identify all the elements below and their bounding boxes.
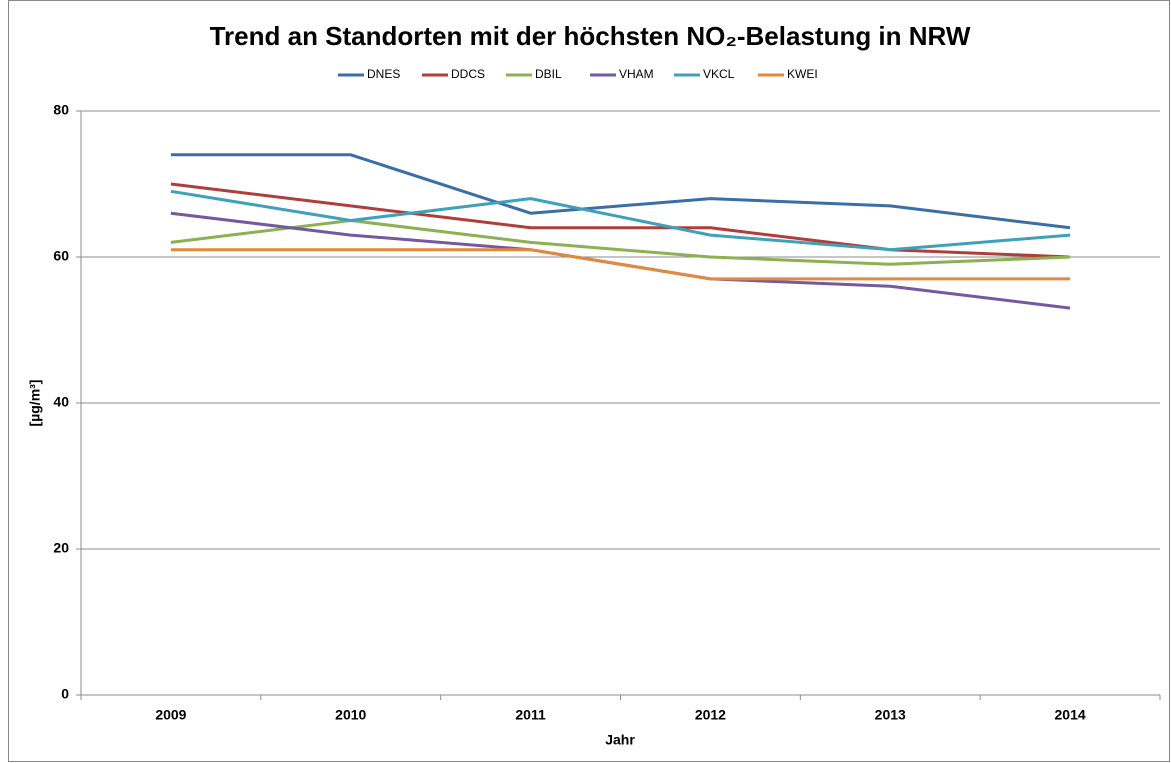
- x-axis-label: Jahr: [605, 732, 635, 748]
- legend-label: DBIL: [535, 67, 562, 81]
- y-tick-label: 80: [53, 102, 69, 118]
- series-line: [170, 189, 1071, 252]
- legend-label: DNES: [367, 67, 400, 81]
- x-tick-label: 2012: [695, 707, 726, 723]
- x-tick-label: 2009: [155, 707, 186, 723]
- y-tick-label: 40: [53, 394, 69, 410]
- series-line: [170, 219, 1071, 266]
- chart-title: Trend an Standorten mit der höchsten NO₂…: [210, 21, 971, 51]
- x-tick-label: 2011: [515, 707, 546, 723]
- legend-label: VKCL: [703, 67, 735, 81]
- legend-label: VHAM: [619, 67, 654, 81]
- legend-label: DDCS: [451, 67, 485, 81]
- chart-border: [8, 0, 1170, 762]
- y-axis-label: [µg/m³]: [27, 380, 43, 427]
- legend-label: KWEI: [787, 67, 818, 81]
- y-tick-label: 0: [61, 686, 69, 702]
- series-line: [170, 182, 1071, 259]
- y-tick-label: 60: [53, 248, 69, 264]
- x-tick-label: 2010: [335, 707, 366, 723]
- x-tick-label: 2013: [875, 707, 906, 723]
- series-line: [170, 153, 1071, 230]
- y-tick-label: 20: [53, 540, 69, 556]
- x-tick-label: 2014: [1055, 707, 1086, 723]
- series-line: [170, 248, 1071, 281]
